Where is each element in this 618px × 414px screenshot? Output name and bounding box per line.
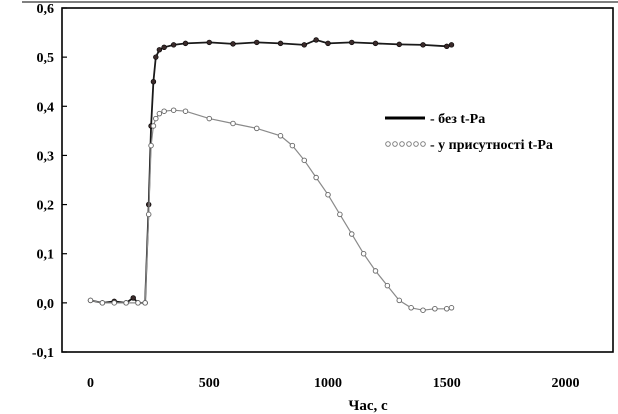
data-point	[161, 108, 167, 114]
data-point	[420, 42, 426, 48]
data-point	[135, 300, 141, 306]
data-point	[444, 306, 450, 312]
legend-item: - без t-Pa	[385, 112, 485, 127]
data-point	[142, 300, 148, 306]
data-point	[420, 307, 426, 313]
data-point	[156, 110, 163, 117]
data-point	[161, 44, 167, 51]
data-point	[170, 107, 177, 113]
data-point	[182, 108, 189, 114]
legend-label: - без t-Pa	[430, 112, 485, 127]
data-point	[170, 42, 177, 48]
x-tick-label: 2000	[552, 376, 580, 391]
series-layer	[87, 37, 455, 313]
data-point	[99, 300, 106, 306]
data-point	[150, 79, 157, 85]
y-tick-label: 0,4	[37, 100, 55, 115]
data-point	[111, 300, 117, 306]
x-tick-label: 1000	[314, 376, 342, 391]
legend-item: - у присутності t-Pa	[385, 138, 553, 153]
data-point	[313, 174, 319, 181]
data-point	[372, 40, 379, 47]
data-point	[289, 142, 296, 149]
legend-swatch	[385, 141, 391, 147]
legend-swatch	[413, 141, 419, 147]
data-point	[254, 39, 260, 46]
x-axis-title: Час, с	[348, 398, 388, 414]
data-point	[384, 282, 391, 289]
plot-border	[61, 7, 614, 353]
data-point	[448, 305, 455, 311]
series-2	[87, 107, 455, 313]
y-axis-ticks: -0,1 0,0 0,1 0,2 0,3 0,4 0,5 0,6	[32, 2, 67, 361]
data-point	[145, 211, 152, 218]
series-1	[87, 37, 455, 306]
y-tick-label: 0,3	[37, 149, 55, 164]
data-point	[153, 115, 159, 122]
y-tick-label: 0,1	[37, 248, 55, 263]
legend-swatch	[392, 141, 398, 147]
data-point	[396, 297, 403, 304]
data-point	[349, 231, 355, 237]
x-tick-label: 0	[87, 376, 94, 391]
x-tick-label: 500	[199, 376, 220, 391]
data-point	[444, 43, 450, 50]
data-point	[325, 191, 331, 198]
data-point	[408, 305, 414, 311]
y-tick-label: 0,5	[37, 51, 55, 66]
legend: - без t-Pa - у присутності t-Pa	[385, 112, 553, 153]
legend-swatch	[406, 141, 412, 147]
data-point	[313, 37, 319, 43]
data-point	[87, 297, 94, 304]
data-point	[156, 47, 163, 53]
data-point	[301, 157, 308, 164]
data-point	[372, 268, 379, 274]
data-point	[123, 300, 129, 306]
data-point	[360, 250, 367, 257]
data-point	[230, 120, 236, 127]
data-point	[337, 211, 343, 218]
data-point	[150, 123, 157, 129]
y-tick-label: -0,1	[32, 346, 54, 361]
legend-label: - у присутності t-Pa	[430, 138, 553, 153]
y-tick-label: 0,0	[37, 297, 55, 312]
data-point	[206, 115, 212, 122]
y-tick-label: 0,2	[37, 199, 55, 214]
data-point	[349, 39, 355, 46]
data-point	[153, 54, 159, 60]
data-point	[253, 125, 260, 132]
data-point	[325, 40, 331, 47]
series-line	[90, 109, 452, 311]
data-point	[301, 42, 307, 48]
x-axis-ticks: 0 500 1000 1500 2000	[87, 376, 580, 391]
data-point	[448, 42, 455, 48]
data-point	[432, 306, 438, 312]
plot-frame	[22, 1, 618, 353]
legend-swatch	[420, 141, 426, 147]
data-point	[396, 41, 402, 48]
series-line	[90, 38, 452, 304]
data-point	[182, 40, 189, 47]
legend-swatch	[399, 141, 405, 147]
data-point	[206, 39, 212, 46]
x-tick-label: 1500	[433, 376, 461, 391]
data-point	[230, 41, 236, 47]
data-point	[148, 142, 154, 149]
data-point	[277, 40, 284, 47]
y-tick-label: 0,6	[37, 2, 55, 17]
data-point	[277, 133, 284, 139]
data-point	[130, 295, 136, 301]
